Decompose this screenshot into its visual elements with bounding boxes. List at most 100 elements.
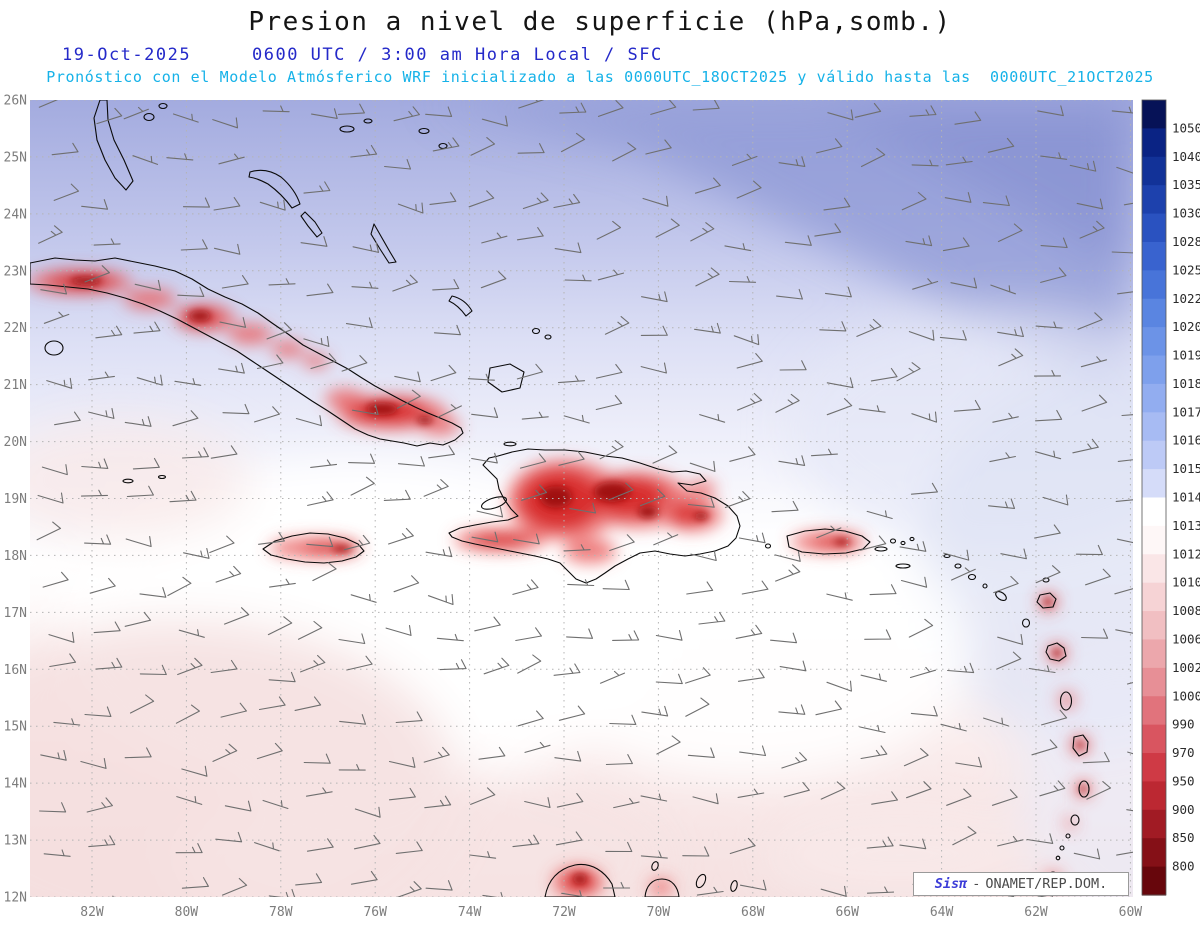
- colorbar-label: 1012: [1172, 546, 1200, 561]
- colorbar-label: 1020: [1172, 319, 1200, 334]
- colorbar-label: 1050: [1172, 120, 1200, 135]
- south-american-coast: [544, 861, 738, 897]
- colorbar-segment: [1142, 156, 1166, 186]
- lat-label: 17N: [4, 606, 27, 621]
- jamaica-coastline: [262, 532, 365, 564]
- lat-label: 20N: [4, 435, 27, 450]
- lat-label: 14N: [4, 777, 27, 792]
- colorbar-segment: [1142, 667, 1166, 697]
- colorbar-segment: [1142, 128, 1166, 158]
- colorbar-label: 1015: [1172, 461, 1200, 476]
- lon-label: 72W: [552, 905, 576, 920]
- lat-label: 22N: [4, 321, 27, 336]
- colorbar-segment: [1142, 525, 1166, 555]
- lat-label: 25N: [4, 150, 27, 165]
- wind-barb-layer: [36, 100, 1133, 897]
- lon-label: 80W: [175, 905, 199, 920]
- colorbar-label: 1022: [1172, 291, 1200, 306]
- lat-label: 18N: [4, 549, 27, 564]
- latitude-axis: 26N 25N 24N 23N 22N 21N 20N 19N 18N 17N 16N 15N 14N 1…: [4, 94, 27, 906]
- watermark-separator: -: [972, 876, 981, 892]
- colorbar-segment: [1142, 497, 1166, 527]
- colorbar-label: 1035: [1172, 177, 1200, 192]
- colorbar-label: 1013: [1172, 518, 1200, 533]
- lon-label: 62W: [1024, 905, 1048, 920]
- longitude-axis: 82W 80W 78W 76W 74W 72W 70W 68W 66W 64W 62W 60W: [80, 905, 1142, 920]
- tortue-island: [503, 441, 517, 447]
- wind-barbs: [36, 100, 1133, 897]
- colorbar-segment: [1142, 809, 1166, 839]
- colorbar-label: 850: [1172, 830, 1195, 845]
- colorbar-label: 1010: [1172, 575, 1200, 590]
- forecast-description: Pronóstico con el Modelo Atmósferico WRF…: [46, 68, 1154, 86]
- colorbar-segment: [1142, 469, 1166, 499]
- colorbar-label: 970: [1172, 745, 1195, 760]
- lon-label: 60W: [1119, 905, 1143, 920]
- colorbar: 1050 1040 1035 1030 1028 1025 1022 1020 1019 1018…: [1141, 99, 1200, 896]
- vieques-island: [874, 546, 888, 552]
- colorbar-label: 1002: [1172, 660, 1200, 675]
- colorbar-label: 990: [1172, 717, 1195, 732]
- colorbar-segment: [1142, 611, 1166, 641]
- colorbar-segment: [1142, 440, 1166, 470]
- colorbar-segment: [1142, 241, 1166, 271]
- colorbar-label: 1030: [1172, 206, 1200, 221]
- lat-label: 26N: [4, 94, 27, 109]
- colorbar-segment: [1142, 781, 1166, 811]
- colorbar-segment: [1142, 213, 1166, 243]
- colorbar-label: 1019: [1172, 348, 1200, 363]
- isla-juventud: [44, 340, 64, 356]
- colorbar-segment: [1142, 100, 1166, 129]
- colorbar-label: 1000: [1172, 688, 1200, 703]
- lat-label: 19N: [4, 492, 27, 507]
- colorbar-segment: [1142, 724, 1166, 754]
- colorbar-label: 1014: [1172, 490, 1200, 505]
- bahamas-islands: [93, 100, 552, 393]
- colorbar-label: 1040: [1172, 149, 1200, 164]
- virgin-islands: [889, 536, 915, 569]
- lon-label: 64W: [930, 905, 954, 920]
- colorbar-segment: [1142, 554, 1166, 584]
- colorbar-segment: [1142, 412, 1166, 442]
- lat-label: 23N: [4, 264, 27, 279]
- lon-label: 82W: [80, 905, 104, 920]
- lat-label: 13N: [4, 834, 27, 849]
- lon-label: 78W: [269, 905, 293, 920]
- lat-label: 21N: [4, 378, 27, 393]
- lon-label: 76W: [363, 905, 387, 920]
- cayman-islands: [157, 474, 167, 480]
- terrain-pressure-cores: [70, 277, 1086, 884]
- colorbar-segment: [1142, 582, 1166, 612]
- colorbar-segment: [1142, 639, 1166, 669]
- lat-label: 24N: [4, 207, 27, 222]
- lon-label: 70W: [647, 905, 671, 920]
- lat-label: 16N: [4, 663, 27, 678]
- lat-label: 15N: [4, 720, 27, 735]
- lon-label: 66W: [835, 905, 859, 920]
- watermark-brand: Sisπ: [934, 876, 968, 892]
- colorbar-label: 1016: [1172, 433, 1200, 448]
- lon-label: 74W: [458, 905, 482, 920]
- page-title: Presion a nivel de superficie (hPa,somb.…: [248, 7, 952, 37]
- colorbar-segment: [1142, 327, 1166, 357]
- colorbar-segment: [1142, 185, 1166, 215]
- lat-label: 12N: [4, 891, 27, 906]
- colorbar-segment: [1142, 866, 1166, 896]
- cayman-islands: [122, 478, 134, 484]
- lon-label: 68W: [741, 905, 765, 920]
- forecast-date: 19-Oct-2025: [62, 45, 192, 65]
- mona-island: [764, 543, 772, 549]
- colorbar-segment: [1142, 298, 1166, 328]
- puerto-rico-coastline: [786, 528, 871, 555]
- pressure-shading-regions: [30, 100, 1133, 897]
- gonave-island: [480, 496, 508, 510]
- colorbar-label: 1025: [1172, 262, 1200, 277]
- colorbar-segment: [1142, 753, 1166, 783]
- colorbar-label: 1008: [1172, 603, 1200, 618]
- colorbar-segment: [1142, 383, 1166, 413]
- colorbar-label: 800: [1172, 859, 1195, 874]
- watermark-text: ONAMET/REP.DOM.: [985, 876, 1108, 892]
- hispaniola-coastline: [448, 448, 741, 584]
